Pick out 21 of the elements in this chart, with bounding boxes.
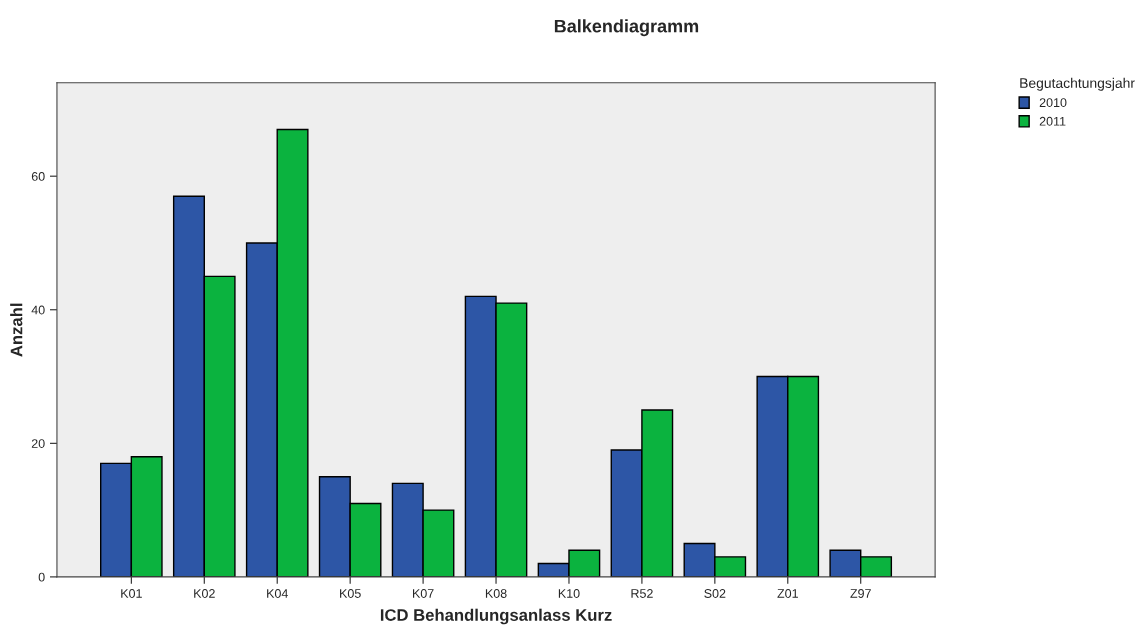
x-tick-label: K02 [194, 589, 215, 598]
x-tick-label: K10 [558, 589, 580, 598]
y-tick-label: 20 [31, 439, 45, 448]
x-tick-label: Z97 [850, 589, 871, 598]
x-axis-title: ICD Behandlungsanlass Kurz [380, 608, 612, 625]
x-tick-label: R52 [631, 589, 653, 598]
x-tick-label: Z01 [777, 589, 798, 598]
x-tick-label: K08 [485, 589, 507, 598]
y-tick-label: 40 [31, 305, 45, 315]
y-tick-label: 60 [31, 171, 45, 181]
x-tick-label: K01 [121, 589, 142, 598]
x-tick-label: K04 [267, 589, 288, 598]
legend-title: Begutachtungsjahr [1020, 77, 1135, 91]
legend-label: 2010 [1039, 98, 1067, 107]
x-tick-label: S02 [704, 589, 726, 598]
legend-label: 2011 [1039, 116, 1066, 126]
y-tick-label: 0 [38, 572, 45, 582]
x-tick-label: K07 [413, 589, 434, 598]
x-tick-label: K05 [340, 589, 361, 598]
y-axis-title: Anzahl [10, 303, 23, 357]
chart-title: Balkendiagramm [554, 19, 699, 37]
